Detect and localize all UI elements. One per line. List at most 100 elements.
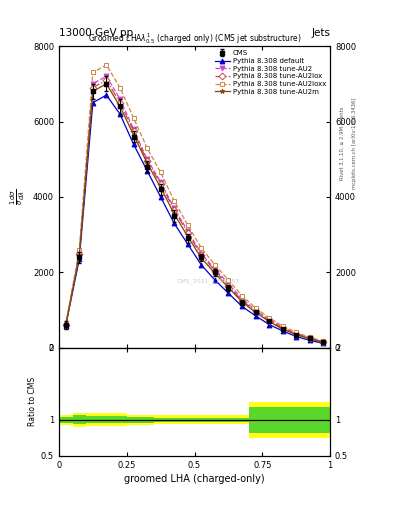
Pythia 8.308 tune-AU2lox <box>90 84 95 91</box>
Text: 13000 GeV pp: 13000 GeV pp <box>59 28 133 38</box>
Pythia 8.308 tune-AU2loxx <box>280 323 285 329</box>
Pythia 8.308 tune-AU2m <box>131 132 136 138</box>
Pythia 8.308 tune-AU2m <box>199 255 204 261</box>
Pythia 8.308 tune-AU2lox <box>185 230 190 236</box>
Text: Rivet 3.1.10, ≥ 2.9M events: Rivet 3.1.10, ≥ 2.9M events <box>340 106 345 180</box>
Pythia 8.308 tune-AU2loxx <box>131 115 136 121</box>
Line: Pythia 8.308 tune-AU2lox: Pythia 8.308 tune-AU2lox <box>63 78 326 345</box>
Pythia 8.308 tune-AU2m <box>172 211 176 217</box>
Pythia 8.308 tune-AU2 <box>226 281 231 287</box>
Pythia 8.308 tune-AU2lox <box>63 322 68 328</box>
Pythia 8.308 tune-AU2 <box>280 325 285 331</box>
Pythia 8.308 default <box>294 333 299 339</box>
Pythia 8.308 tune-AU2 <box>104 73 109 79</box>
Pythia 8.308 tune-AU2 <box>90 81 95 87</box>
Pythia 8.308 tune-AU2loxx <box>199 245 204 251</box>
Pythia 8.308 tune-AU2 <box>77 250 82 257</box>
Pythia 8.308 default <box>240 303 244 309</box>
Text: CMS_2021_1786187: CMS_2021_1786187 <box>176 279 240 284</box>
Pythia 8.308 tune-AU2 <box>213 266 217 272</box>
Pythia 8.308 tune-AU2loxx <box>158 169 163 176</box>
Pythia 8.308 tune-AU2lox <box>172 207 176 214</box>
Pythia 8.308 default <box>131 141 136 147</box>
Pythia 8.308 tune-AU2lox <box>77 251 82 258</box>
Pythia 8.308 tune-AU2lox <box>226 283 231 289</box>
Pythia 8.308 default <box>172 220 176 226</box>
Pythia 8.308 tune-AU2loxx <box>118 84 122 91</box>
Pythia 8.308 tune-AU2lox <box>131 128 136 134</box>
Y-axis label: Ratio to CMS: Ratio to CMS <box>28 377 37 426</box>
Pythia 8.308 tune-AU2loxx <box>185 222 190 228</box>
Pythia 8.308 tune-AU2 <box>63 322 68 328</box>
Pythia 8.308 tune-AU2m <box>63 322 68 328</box>
Legend: CMS, Pythia 8.308 default, Pythia 8.308 tune-AU2, Pythia 8.308 tune-AU2lox, Pyth: CMS, Pythia 8.308 default, Pythia 8.308 … <box>212 48 329 98</box>
Pythia 8.308 tune-AU2lox <box>213 267 217 273</box>
Pythia 8.308 tune-AU2 <box>199 250 204 257</box>
Pythia 8.308 tune-AU2lox <box>199 252 204 259</box>
Pythia 8.308 tune-AU2lox <box>158 181 163 187</box>
Pythia 8.308 tune-AU2m <box>90 88 95 94</box>
Pythia 8.308 tune-AU2loxx <box>267 315 272 321</box>
Pythia 8.308 tune-AU2loxx <box>77 247 82 253</box>
Pythia 8.308 default <box>307 337 312 344</box>
Pythia 8.308 default <box>63 323 68 329</box>
Pythia 8.308 tune-AU2 <box>145 156 149 162</box>
Pythia 8.308 tune-AU2m <box>145 160 149 166</box>
Pythia 8.308 default <box>213 277 217 283</box>
Pythia 8.308 tune-AU2m <box>226 285 231 291</box>
Pythia 8.308 tune-AU2m <box>240 299 244 305</box>
Pythia 8.308 default <box>321 340 326 347</box>
Pythia 8.308 tune-AU2lox <box>253 308 258 314</box>
Pythia 8.308 tune-AU2loxx <box>321 338 326 345</box>
Pythia 8.308 tune-AU2loxx <box>307 334 312 340</box>
Pythia 8.308 tune-AU2loxx <box>104 62 109 68</box>
Pythia 8.308 tune-AU2m <box>77 252 82 259</box>
Pythia 8.308 tune-AU2 <box>240 296 244 302</box>
Pythia 8.308 default <box>267 322 272 328</box>
Pythia 8.308 tune-AU2m <box>118 103 122 110</box>
Pythia 8.308 tune-AU2m <box>307 336 312 342</box>
Pythia 8.308 tune-AU2loxx <box>253 305 258 311</box>
Pythia 8.308 default <box>145 167 149 174</box>
Pythia 8.308 tune-AU2m <box>185 233 190 240</box>
Pythia 8.308 tune-AU2 <box>118 96 122 102</box>
X-axis label: groomed LHA (charged-only): groomed LHA (charged-only) <box>124 474 265 484</box>
Pythia 8.308 tune-AU2lox <box>294 331 299 337</box>
Pythia 8.308 tune-AU2loxx <box>240 293 244 299</box>
Pythia 8.308 default <box>226 290 231 296</box>
Pythia 8.308 tune-AU2loxx <box>63 322 68 328</box>
Line: Pythia 8.308 tune-AU2: Pythia 8.308 tune-AU2 <box>63 74 326 344</box>
Pythia 8.308 tune-AU2lox <box>307 335 312 342</box>
Pythia 8.308 default <box>280 328 285 334</box>
Pythia 8.308 tune-AU2 <box>294 330 299 336</box>
Line: Pythia 8.308 tune-AU2m: Pythia 8.308 tune-AU2m <box>63 81 326 345</box>
Pythia 8.308 default <box>185 241 190 247</box>
Pythia 8.308 tune-AU2 <box>267 316 272 323</box>
Pythia 8.308 tune-AU2loxx <box>213 262 217 268</box>
Pythia 8.308 tune-AU2lox <box>267 317 272 324</box>
Pythia 8.308 tune-AU2m <box>253 309 258 315</box>
Pythia 8.308 tune-AU2m <box>158 184 163 190</box>
Pythia 8.308 tune-AU2loxx <box>294 329 299 335</box>
Pythia 8.308 default <box>199 262 204 268</box>
Pythia 8.308 default <box>118 111 122 117</box>
Line: Pythia 8.308 default: Pythia 8.308 default <box>63 93 326 346</box>
Pythia 8.308 tune-AU2 <box>172 205 176 211</box>
Pythia 8.308 tune-AU2lox <box>321 339 326 345</box>
Pythia 8.308 tune-AU2loxx <box>172 198 176 204</box>
Pythia 8.308 tune-AU2 <box>253 307 258 313</box>
Pythia 8.308 tune-AU2 <box>131 126 136 132</box>
Pythia 8.308 tune-AU2m <box>294 332 299 338</box>
Line: Pythia 8.308 tune-AU2loxx: Pythia 8.308 tune-AU2loxx <box>63 62 326 344</box>
Title: Groomed LHA$\lambda^1_{0.5}$ (charged only) (CMS jet substructure): Groomed LHA$\lambda^1_{0.5}$ (charged on… <box>88 31 301 46</box>
Pythia 8.308 tune-AU2lox <box>145 158 149 164</box>
Pythia 8.308 tune-AU2m <box>213 270 217 276</box>
Pythia 8.308 default <box>158 194 163 200</box>
Pythia 8.308 tune-AU2 <box>307 335 312 341</box>
Pythia 8.308 tune-AU2 <box>321 339 326 345</box>
Pythia 8.308 tune-AU2lox <box>280 325 285 331</box>
Pythia 8.308 tune-AU2loxx <box>145 145 149 151</box>
Text: mcplots.cern.ch [arXiv:1306.3436]: mcplots.cern.ch [arXiv:1306.3436] <box>352 98 357 189</box>
Pythia 8.308 tune-AU2m <box>104 81 109 87</box>
Pythia 8.308 default <box>77 256 82 262</box>
